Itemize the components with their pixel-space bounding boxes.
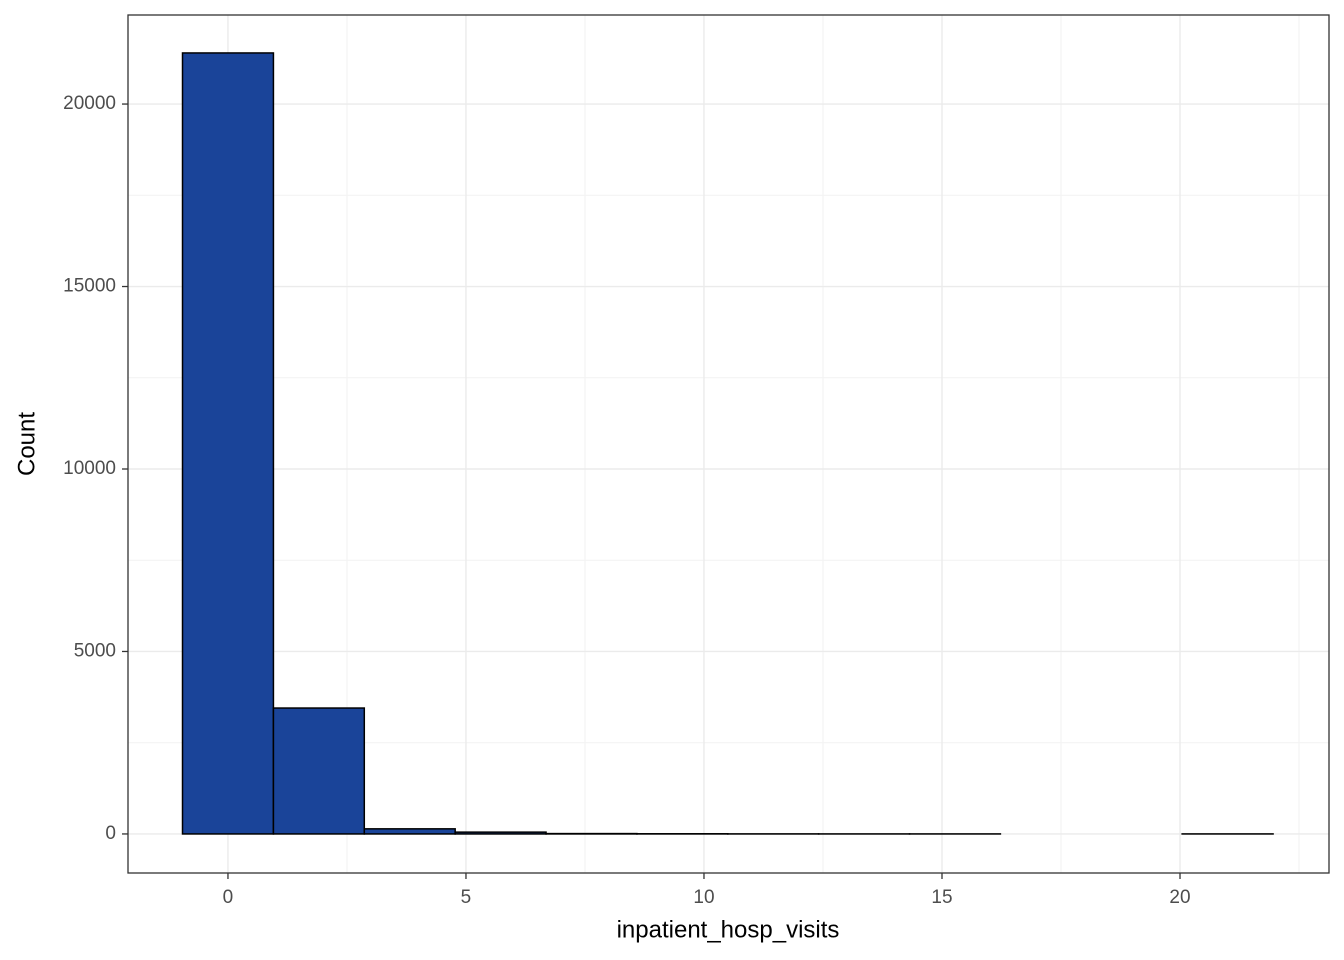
x-tick-label: 0 [223,887,234,908]
bar [363,828,456,835]
y-tick-label: 5000 [74,640,116,661]
panel-border [127,14,1330,874]
y-tick-label: 15000 [63,276,116,297]
y-tick-label: 10000 [63,458,116,479]
x-tick-label: 5 [461,887,472,908]
x-axis-title: inpatient_hosp_visits [617,916,840,943]
y-tick-label: 0 [105,823,116,844]
y-tick-label: 20000 [63,93,116,114]
bar [454,831,547,835]
bars [181,52,1274,835]
bar [181,52,275,835]
x-tick-label: 10 [693,887,714,908]
bar [272,707,366,835]
x-tick-label: 15 [931,887,952,908]
y-axis-title: Count [13,412,40,476]
x-tick-label: 20 [1169,887,1190,908]
axes: 0 5 10 15 20 0 5000 10000 15000 20000 [63,93,1190,908]
